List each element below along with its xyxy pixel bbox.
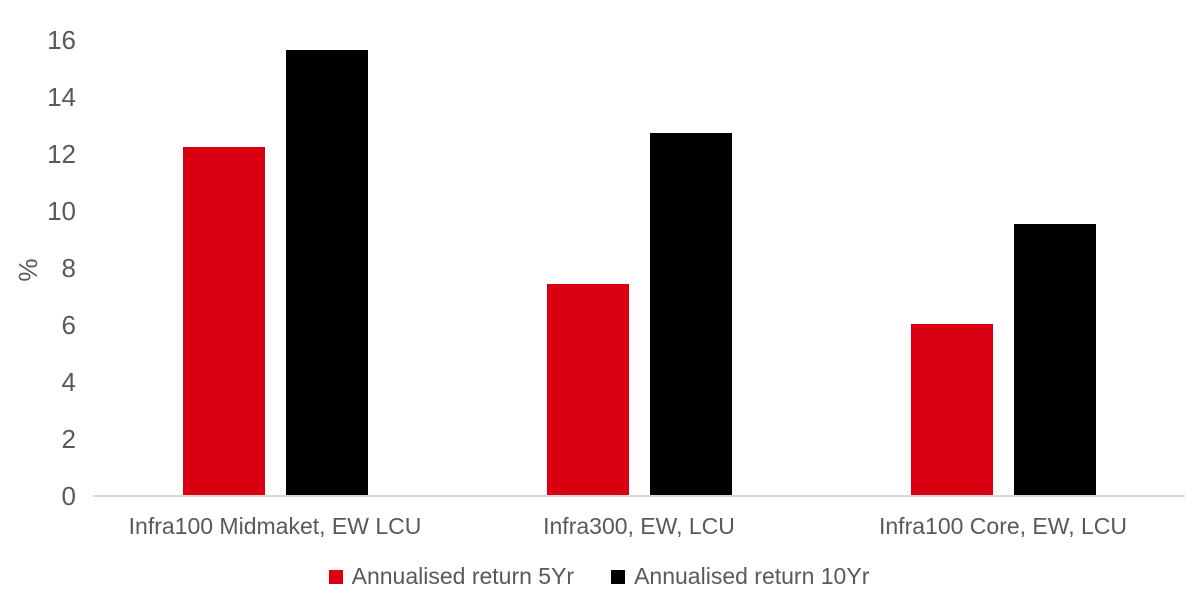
y-axis-tick-label: 8	[61, 253, 76, 283]
bar-annualised-return-5yr	[910, 324, 993, 495]
plot-area	[93, 40, 1185, 497]
legend-label: Annualised return 5Yr	[351, 563, 575, 589]
legend-label: Annualised return 10Yr	[634, 563, 870, 589]
legend-item-annualised-return-10yr: Annualised return 10Yr	[611, 563, 869, 590]
legend: Annualised return 5Yr Annualised return 1…	[0, 563, 1198, 590]
x-axis-category-label: Infra100 Core, EW, LCU	[879, 513, 1127, 539]
bar-annualised-return-10yr	[285, 50, 368, 495]
y-axis-tick-label: 14	[47, 82, 76, 112]
y-axis-tick-label: 4	[61, 367, 76, 397]
bar-annualised-return-5yr	[182, 147, 265, 495]
bar-annualised-return-10yr	[649, 133, 732, 495]
x-axis-category-label: Infra300, EW, LCU	[543, 513, 735, 539]
y-axis-tick-label: 0	[61, 481, 76, 511]
bar-annualised-return-5yr	[546, 284, 629, 495]
x-axis-category-label: Infra100 Midmaket, EW LCU	[128, 513, 422, 539]
legend-swatch-icon	[611, 569, 626, 584]
y-axis-tick-label: 6	[61, 310, 76, 340]
y-axis-tick-label: 10	[47, 196, 76, 226]
y-axis-tick-label: 2	[61, 424, 76, 454]
x-axis-line	[93, 495, 1185, 497]
y-axis-tick-label: 12	[47, 139, 76, 169]
legend-swatch-icon	[328, 569, 343, 584]
y-axis-tick-label: 16	[47, 25, 76, 55]
legend-item-annualised-return-5yr: Annualised return 5Yr	[328, 563, 575, 590]
bar-annualised-return-10yr	[1013, 224, 1096, 495]
